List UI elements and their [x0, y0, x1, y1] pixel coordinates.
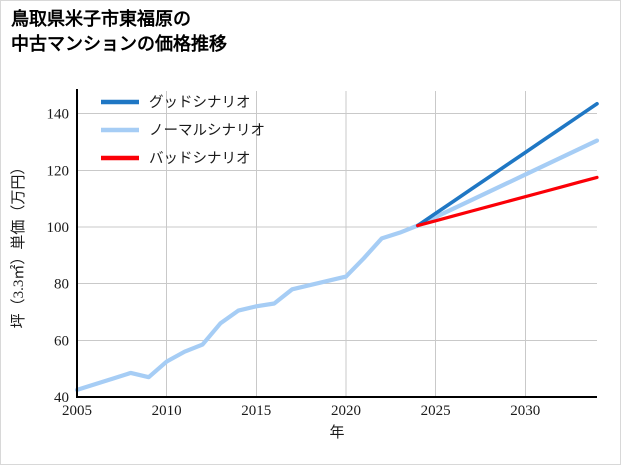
- y-tick-label-60: 60: [54, 333, 69, 349]
- x-tick-label-2030: 2030: [510, 403, 540, 419]
- y-axis-title: 坪（3.3㎡）単価（万円）: [10, 160, 27, 329]
- x-tick-label-2015: 2015: [241, 403, 271, 419]
- x-tick-label-2010: 2010: [152, 403, 182, 419]
- axis-spines: [75, 89, 597, 399]
- x-tick-label-2020: 2020: [331, 403, 361, 419]
- series-group: [74, 101, 600, 393]
- y-tick-label-140: 140: [47, 107, 70, 123]
- y-tick-label-100: 100: [47, 220, 70, 236]
- chart-title: 鳥取県米子市東福原の 中古マンションの価格推移: [11, 9, 227, 54]
- y-tick-label-120: 120: [47, 163, 70, 179]
- y-tick-label-80: 80: [54, 277, 69, 293]
- y-tick-labels: 40 60 80 100 120 140: [47, 107, 70, 406]
- series-line-bad: [416, 175, 599, 228]
- y-tick-label-40: 40: [54, 390, 69, 406]
- legend-label-2: バッドシナリオ: [149, 151, 251, 167]
- x-tick-labels: 2005 2010 2015 2020 2025 2030: [62, 403, 540, 419]
- series-line-good: [415, 101, 599, 228]
- legend-label-0: グッドシナリオ: [149, 94, 251, 111]
- series-line-normal: [74, 138, 600, 393]
- legend-label-1: ノーマルシナリオ: [149, 123, 265, 139]
- x-tick-label-2005: 2005: [62, 403, 92, 419]
- x-tick-label-2025: 2025: [421, 403, 451, 419]
- axis-titles: 年 坪（3.3㎡）単価（万円）: [10, 160, 345, 441]
- x-axis-title: 年: [329, 424, 344, 441]
